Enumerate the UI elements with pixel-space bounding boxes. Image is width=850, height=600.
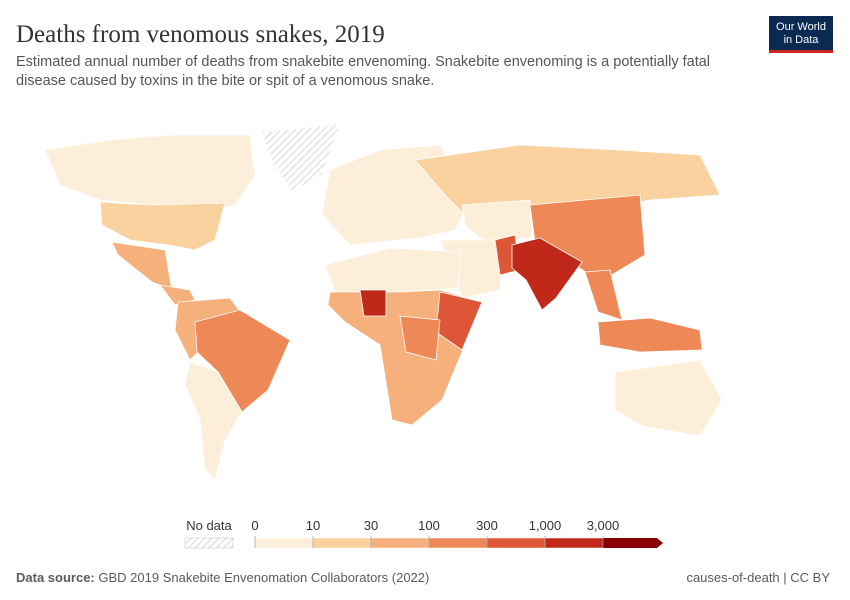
country: [461, 199, 533, 243]
license: causes-of-death | CC BY: [686, 570, 830, 585]
source-label: Data source:: [16, 570, 95, 585]
country: [324, 247, 461, 293]
legend-tick-label: 300: [476, 518, 498, 533]
logo-box: [769, 16, 833, 50]
country: [261, 123, 341, 193]
legend-tick-label: 10: [306, 518, 320, 533]
country: [511, 237, 583, 311]
legend-arrow: [603, 538, 663, 548]
country: [399, 315, 441, 361]
legend-bin: [486, 537, 546, 549]
map: [44, 123, 723, 481]
subtitle: Estimated annual number of deaths from s…: [16, 54, 710, 70]
country: [111, 241, 173, 291]
logo-text: Our World: [776, 21, 826, 33]
country: [584, 269, 623, 321]
legend: No data 0 10 30 100 300 1,000 3,000: [184, 518, 663, 549]
country: [194, 309, 291, 413]
legend-tick-label: 30: [364, 518, 378, 533]
country: [44, 134, 256, 216]
legend-bin: [428, 537, 488, 549]
legend-bin: [254, 537, 314, 549]
title: Deaths from venomous snakes, 2019: [16, 21, 385, 48]
no-data-label: No data: [186, 518, 232, 533]
country: [614, 359, 723, 437]
subtitle: disease caused by toxins in the bite or …: [16, 73, 434, 89]
legend-tick-label: 100: [418, 518, 440, 533]
logo-text: in Data: [784, 34, 820, 46]
legend-bin: [544, 537, 604, 549]
country: [184, 361, 243, 481]
legend-bin: [370, 537, 430, 549]
legend-bin: [312, 537, 372, 549]
source: Data source: GBD 2019 Snakebite Envenoma…: [16, 570, 429, 585]
legend-tick-label: 0: [251, 518, 258, 533]
legend-tick-label: 3,000: [587, 518, 620, 533]
logo[interactable]: Our World in Data: [769, 16, 833, 53]
logo-underline: [769, 50, 833, 53]
country: [99, 201, 226, 251]
country: [359, 289, 387, 317]
country: [435, 291, 483, 351]
country: [414, 144, 721, 221]
source-text: GBD 2019 Snakebite Envenomation Collabor…: [98, 570, 429, 585]
no-data-swatch: [184, 537, 234, 549]
country: [597, 317, 703, 353]
country: [159, 284, 196, 306]
legend-tick-label: 1,000: [529, 518, 562, 533]
